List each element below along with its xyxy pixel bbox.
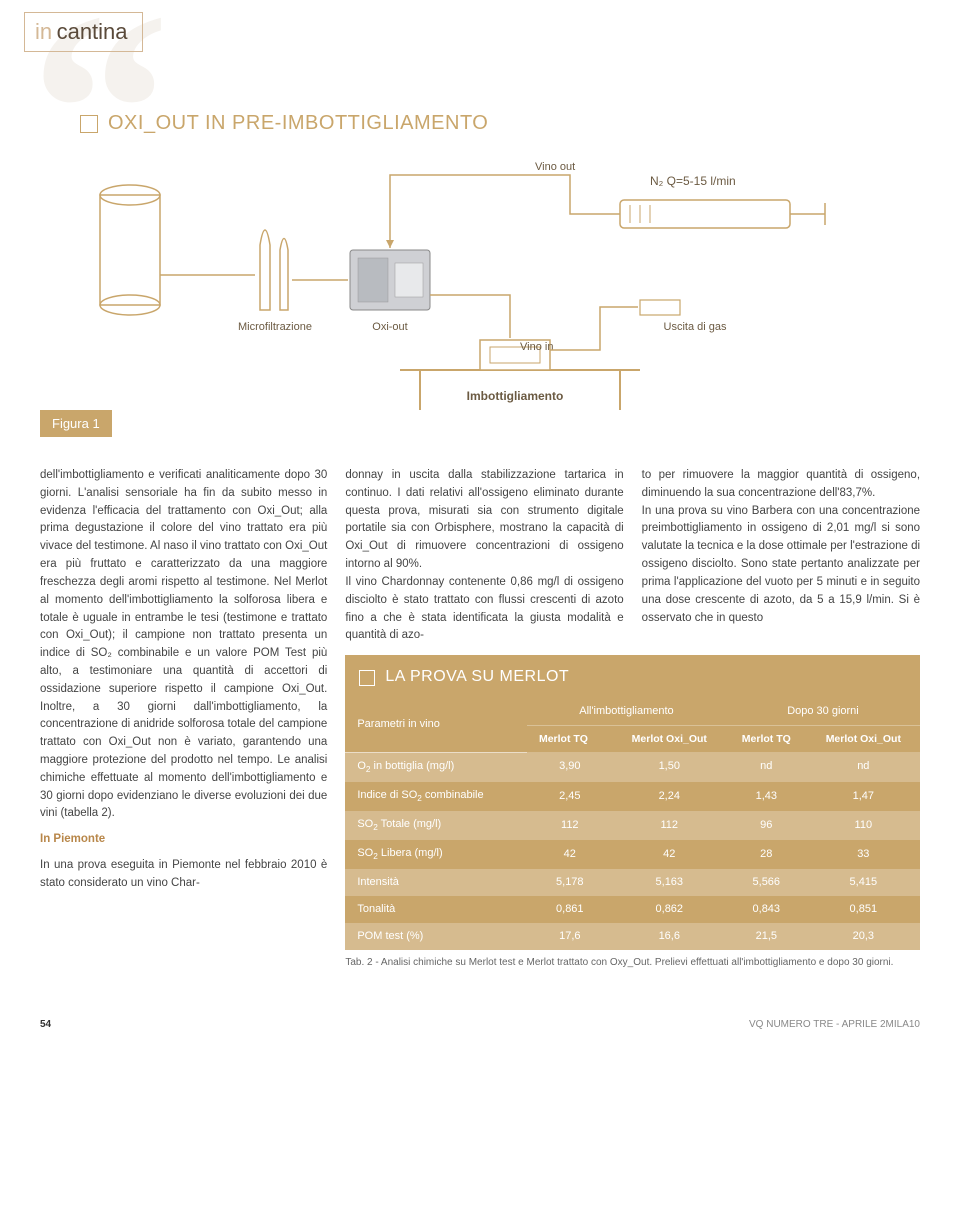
cell-value: 42 [613, 840, 726, 869]
cell-value: 5,178 [527, 869, 613, 896]
th-sub3: Merlot TQ [726, 725, 807, 752]
th-sub1: Merlot TQ [527, 725, 613, 752]
section-prefix: in [35, 19, 52, 44]
cell-value: 1,47 [807, 782, 920, 811]
th-sub2: Merlot Oxi_Out [613, 725, 726, 752]
diagram-container: OXI_OUT IN PRE-IMBOTTIGLIAMENTO Microfil… [80, 112, 920, 437]
cell-value: 0,843 [726, 896, 807, 923]
cell-value: nd [807, 752, 920, 781]
table-block: LA PROVA SU MERLOT Parametri in vino All… [345, 655, 920, 969]
cell-value: 0,851 [807, 896, 920, 923]
cell-value: 96 [726, 811, 807, 840]
col3-para1: to per rimuovere la maggior quantità di … [642, 467, 920, 503]
row-label: Tonalità [345, 896, 527, 923]
cell-value: 16,6 [613, 923, 726, 950]
cell-value: 112 [613, 811, 726, 840]
process-diagram: Microfiltrazione Oxi-out N₂ Q=5-15 l/min… [80, 155, 840, 415]
cell-value: 21,5 [726, 923, 807, 950]
row-label: SO2 Libera (mg/l) [345, 840, 527, 869]
table-row: SO2 Totale (mg/l)11211296110 [345, 811, 920, 840]
cell-value: 33 [807, 840, 920, 869]
row-label: Indice di SO2 combinabile [345, 782, 527, 811]
cell-value: 2,45 [527, 782, 613, 811]
table-row: Indice di SO2 combinabile2,452,241,431,4… [345, 782, 920, 811]
cell-value: 42 [527, 840, 613, 869]
table-title: LA PROVA SU MERLOT [385, 665, 569, 690]
row-label: POM test (%) [345, 923, 527, 950]
cell-value: 28 [726, 840, 807, 869]
label-imbott: Imbottigliamento [467, 389, 564, 403]
label-n2: N₂ Q=5-15 l/min [650, 174, 736, 188]
col2-para2: Il vino Chardonnay contenente 0,86 mg/l … [345, 574, 623, 645]
cell-value: 2,24 [613, 782, 726, 811]
row-label: SO2 Totale (mg/l) [345, 811, 527, 840]
cell-value: 0,862 [613, 896, 726, 923]
cell-value: 5,566 [726, 869, 807, 896]
merlot-table: Parametri in vino All'imbottigliamento D… [345, 698, 920, 950]
col3-para2: In una prova su vino Barbera con una con… [642, 503, 920, 628]
cell-value: 1,43 [726, 782, 807, 811]
column-1: dell'imbottigliamento e verificati anali… [40, 467, 327, 969]
table-row: SO2 Libera (mg/l)42422833 [345, 840, 920, 869]
cell-value: nd [726, 752, 807, 781]
table-row: Intensità5,1785,1635,5665,415 [345, 869, 920, 896]
label-oxiout: Oxi-out [372, 321, 407, 333]
th-sub4: Merlot Oxi_Out [807, 725, 920, 752]
page-footer: 54 VQ NUMERO TRE - APRILE 2MILA10 [40, 1019, 920, 1030]
th-group2: Dopo 30 giorni [726, 698, 920, 726]
cell-value: 110 [807, 811, 920, 840]
square-bullet-icon [80, 115, 98, 133]
cell-value: 1,50 [613, 752, 726, 781]
label-vinoout: Vino out [535, 161, 575, 173]
col1-subhead: In Piemonte [40, 831, 327, 849]
section-name: cantina [57, 19, 128, 44]
magazine-info: VQ NUMERO TRE - APRILE 2MILA10 [749, 1019, 920, 1030]
label-microfiltrazione: Microfiltrazione [238, 321, 312, 333]
cell-value: 3,90 [527, 752, 613, 781]
page-number: 54 [40, 1019, 51, 1030]
figure-label: Figura 1 [40, 410, 112, 437]
cell-value: 0,861 [527, 896, 613, 923]
col2-para1: donnay in uscita dalla stabilizzazione t… [345, 467, 623, 574]
label-vinoin: Vino in [520, 341, 553, 353]
th-group1: All'imbottigliamento [527, 698, 726, 726]
cell-value: 112 [527, 811, 613, 840]
th-param: Parametri in vino [345, 698, 527, 752]
square-bullet-icon [359, 670, 375, 686]
table-row: POM test (%)17,616,621,520,3 [345, 923, 920, 950]
table-caption: Tab. 2 - Analisi chimiche su Merlot test… [345, 956, 920, 969]
row-label: Intensità [345, 869, 527, 896]
section-tag: in cantina [24, 12, 143, 52]
col1-para2: In una prova eseguita in Piemonte nel fe… [40, 857, 327, 893]
cell-value: 17,6 [527, 923, 613, 950]
table-row: O2 in bottiglia (mg/l)3,901,50ndnd [345, 752, 920, 781]
article-body: dell'imbottigliamento e verificati anali… [40, 467, 920, 969]
column-2: donnay in uscita dalla stabilizzazione t… [345, 467, 623, 645]
cell-value: 5,163 [613, 869, 726, 896]
diagram-title: OXI_OUT IN PRE-IMBOTTIGLIAMENTO [108, 112, 488, 135]
col1-para1: dell'imbottigliamento e verificati anali… [40, 467, 327, 823]
row-label: O2 in bottiglia (mg/l) [345, 752, 527, 781]
cell-value: 20,3 [807, 923, 920, 950]
cell-value: 5,415 [807, 869, 920, 896]
table-row: Tonalità0,8610,8620,8430,851 [345, 896, 920, 923]
label-uscita: Uscita di gas [664, 321, 727, 333]
column-3: to per rimuovere la maggior quantità di … [642, 467, 920, 645]
